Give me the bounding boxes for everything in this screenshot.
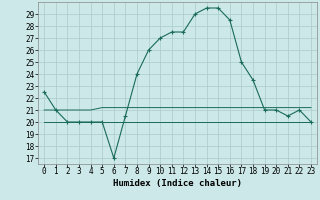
X-axis label: Humidex (Indice chaleur): Humidex (Indice chaleur): [113, 179, 242, 188]
